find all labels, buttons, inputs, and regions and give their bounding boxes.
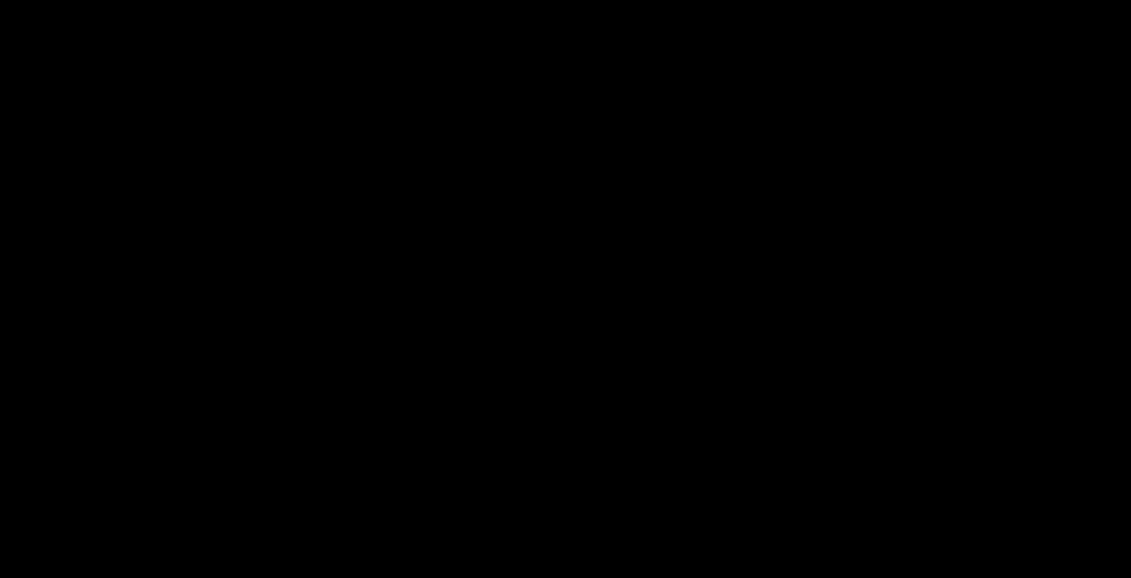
word-cloud xyxy=(0,0,1131,578)
